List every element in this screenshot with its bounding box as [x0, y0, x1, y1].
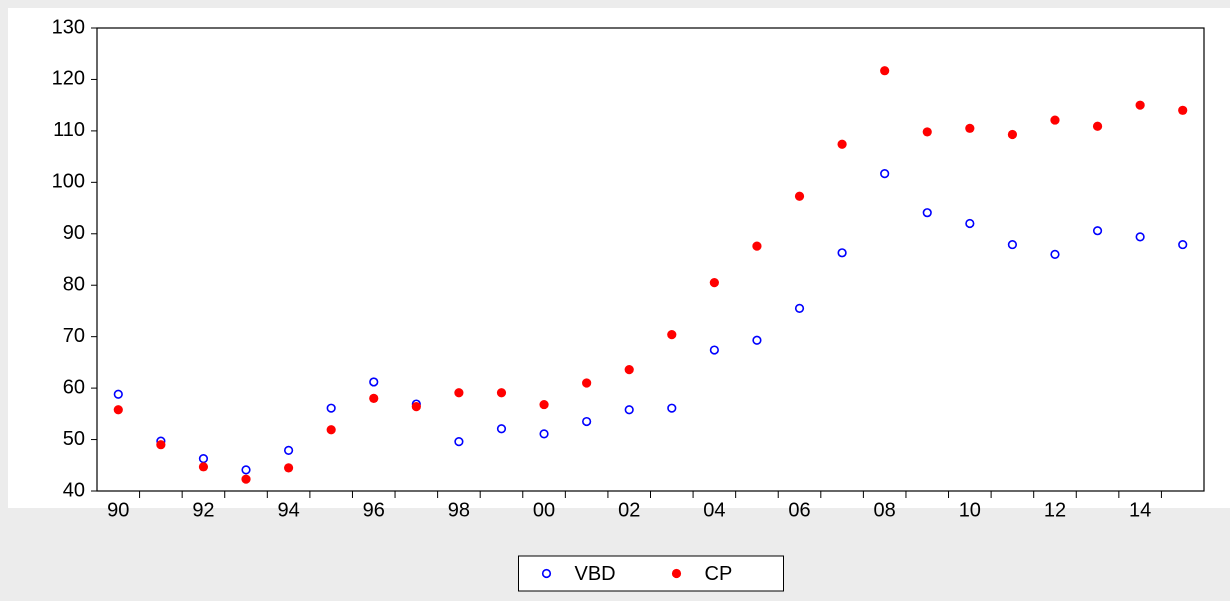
point	[965, 218, 975, 229]
y-tick-label: 40	[63, 479, 85, 501]
x-tick-label: 08	[874, 499, 896, 521]
point	[454, 388, 464, 398]
point	[1007, 129, 1018, 140]
point	[241, 474, 251, 484]
point	[496, 424, 507, 434]
point	[922, 208, 932, 218]
point	[880, 168, 890, 179]
plot-frame	[96, 27, 1205, 492]
point	[1135, 232, 1145, 242]
point	[837, 139, 847, 149]
point	[113, 389, 123, 399]
x-tick-label: 12	[1044, 499, 1066, 521]
point	[1050, 249, 1060, 259]
legend-label: CP	[705, 563, 733, 585]
point	[709, 345, 719, 355]
point	[113, 405, 123, 415]
point	[539, 429, 549, 439]
point	[1178, 105, 1188, 115]
x-tick-label: 96	[363, 499, 385, 521]
point	[454, 437, 464, 447]
point	[624, 364, 634, 375]
point	[539, 399, 549, 410]
y-tick-label: 100	[52, 171, 85, 193]
point	[582, 416, 592, 427]
x-tick-label: 04	[703, 499, 725, 521]
point	[156, 440, 166, 450]
x-tick-label: 00	[533, 499, 555, 521]
y-tick-label: 110	[53, 119, 85, 141]
x-tick-label: 06	[788, 499, 810, 521]
x-tick-label: 02	[618, 499, 640, 521]
point	[709, 278, 719, 288]
x-tick-label: 14	[1129, 499, 1151, 521]
point	[283, 463, 294, 473]
y-tick-label: 60	[63, 376, 85, 398]
y-tick-label: 130	[52, 16, 85, 38]
y-tick-label: 90	[63, 222, 85, 244]
legend-marker	[541, 568, 552, 579]
x-tick-label: 90	[107, 499, 129, 521]
point	[965, 123, 975, 133]
point	[837, 248, 847, 258]
x-tick-label: 94	[277, 499, 299, 521]
legend-box	[518, 555, 784, 592]
y-tick-label: 120	[52, 68, 85, 90]
point	[1092, 226, 1103, 236]
y-tick-label: 80	[63, 274, 85, 296]
point	[241, 465, 251, 475]
point	[1050, 115, 1060, 125]
point	[794, 303, 805, 313]
y-tick-label: 50	[63, 428, 85, 450]
point	[283, 445, 294, 455]
point	[880, 66, 890, 76]
point	[369, 377, 379, 387]
point	[582, 378, 592, 388]
legend-label: VBD	[575, 563, 616, 585]
point	[752, 335, 762, 345]
legend-marker	[671, 568, 682, 579]
x-tick-label: 10	[959, 499, 981, 521]
point	[198, 462, 209, 472]
point	[794, 191, 805, 201]
x-tick-label: 98	[448, 499, 470, 521]
point	[1092, 121, 1103, 131]
point	[411, 402, 421, 412]
point	[1007, 239, 1018, 250]
point	[1178, 239, 1188, 250]
point	[667, 330, 677, 340]
point	[1135, 100, 1145, 110]
point	[624, 405, 634, 415]
y-tick-label: 70	[63, 325, 85, 347]
point	[369, 393, 379, 403]
point	[922, 127, 932, 137]
point	[667, 403, 677, 413]
point	[496, 388, 507, 398]
x-tick-label: 92	[192, 499, 214, 521]
point	[326, 425, 336, 435]
point	[326, 403, 336, 413]
point	[752, 241, 762, 251]
